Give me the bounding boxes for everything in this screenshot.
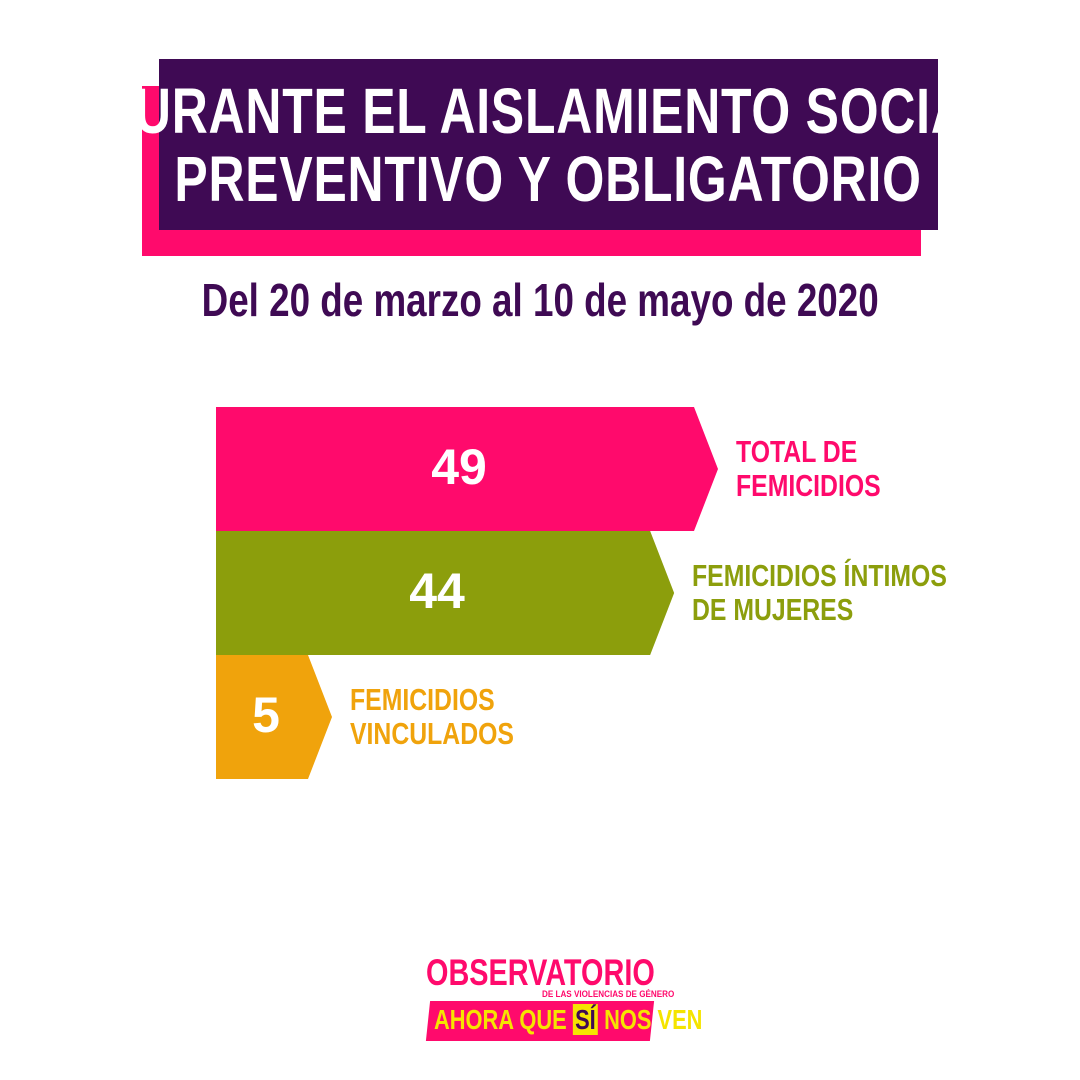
bar-category-label-1-line-2: FEMICIDIOS [736,468,881,503]
bar-category-label-2: FEMICIDIOS ÍNTIMOS DE MUJERES [692,559,947,627]
logo-slogan-si: SÍ [572,1004,599,1035]
date-range-subtitle: Del 20 de marzo al 10 de mayo de 2020 [0,270,1080,330]
bar-3 [216,655,332,779]
logo-slogan-b: NOS VEN [604,1004,703,1035]
bar-category-label-2-line-1: FEMICIDIOS ÍNTIMOS [692,558,948,593]
logo-slogan-a: AHORA QUE [434,1004,567,1035]
bar-1 [216,407,718,531]
observatorio-logo: OBSERVATORIO DE LAS VIOLENCIAS DE GÉNERO… [425,952,702,1045]
bar-2 [216,531,675,655]
bar-value-1: 49 [431,439,487,495]
title-line-1: DURANTE EL AISLAMIENTO SOCIAL [98,74,999,147]
bar-value-3: 5 [252,687,280,743]
logo-slogan: AHORA QUE SÍ NOS VEN [434,1003,702,1037]
bar-category-label-3: FEMICIDIOS VINCULADOS [350,683,514,751]
bar-category-label-2-line-2: DE MUJERES [692,592,854,627]
bar-category-label-3-line-2: VINCULADOS [350,716,514,751]
title-box: DURANTE EL AISLAMIENTO SOCIAL PREVENTIVO… [98,59,998,230]
bar-category-label-3-line-1: FEMICIDIOS [350,682,495,717]
date-range-text: Del 20 de marzo al 10 de mayo de 2020 [201,274,879,326]
logo-title: OBSERVATORIO [426,952,655,993]
logo-subtitle: DE LAS VIOLENCIAS DE GÉNERO [542,989,675,999]
title-line-2: PREVENTIVO Y OBLIGATORIO [174,142,923,215]
bar-value-2: 44 [409,563,465,619]
bar-category-label-1: TOTAL DE FEMICIDIOS [736,435,881,503]
bar-category-label-1-line-1: TOTAL DE [736,434,858,469]
